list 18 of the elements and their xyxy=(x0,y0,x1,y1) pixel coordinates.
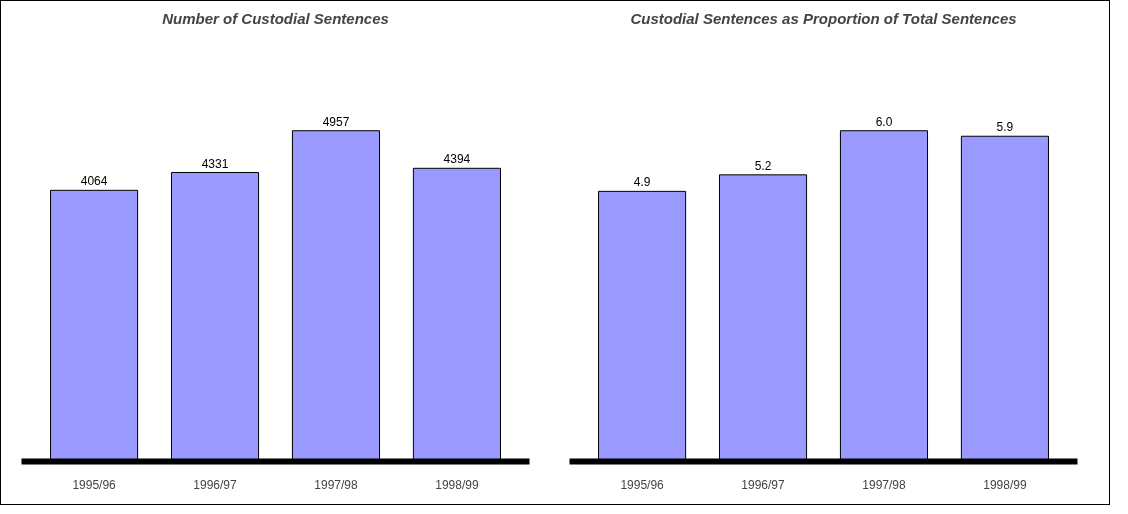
data-label: 4.9 xyxy=(633,175,651,190)
data-label: 5.2 xyxy=(754,158,772,173)
x-tick-label: 1995/96 xyxy=(620,477,665,492)
data-label: 4064 xyxy=(80,174,108,189)
chart-title: Number of Custodial Sentences xyxy=(162,9,389,27)
data-label: 5.9 xyxy=(996,120,1014,135)
x-tick-label: 1997/98 xyxy=(862,477,906,492)
data-label: 4957 xyxy=(322,114,350,129)
x-tick-label: 1996/97 xyxy=(741,477,786,492)
x-tick-label: 1997/98 xyxy=(314,477,358,492)
x-tick-label: 1998/99 xyxy=(983,477,1027,492)
x-tick-label: 1996/97 xyxy=(193,477,238,492)
data-label: 4394 xyxy=(443,152,471,167)
chart-title: Custodial Sentences as Proportion of Total Sentences xyxy=(630,9,1017,27)
x-tick-label: 1998/99 xyxy=(435,477,479,492)
data-label: 4331 xyxy=(201,156,229,171)
x-tick-label: 1995/96 xyxy=(72,477,117,492)
data-label: 6.0 xyxy=(875,114,893,129)
